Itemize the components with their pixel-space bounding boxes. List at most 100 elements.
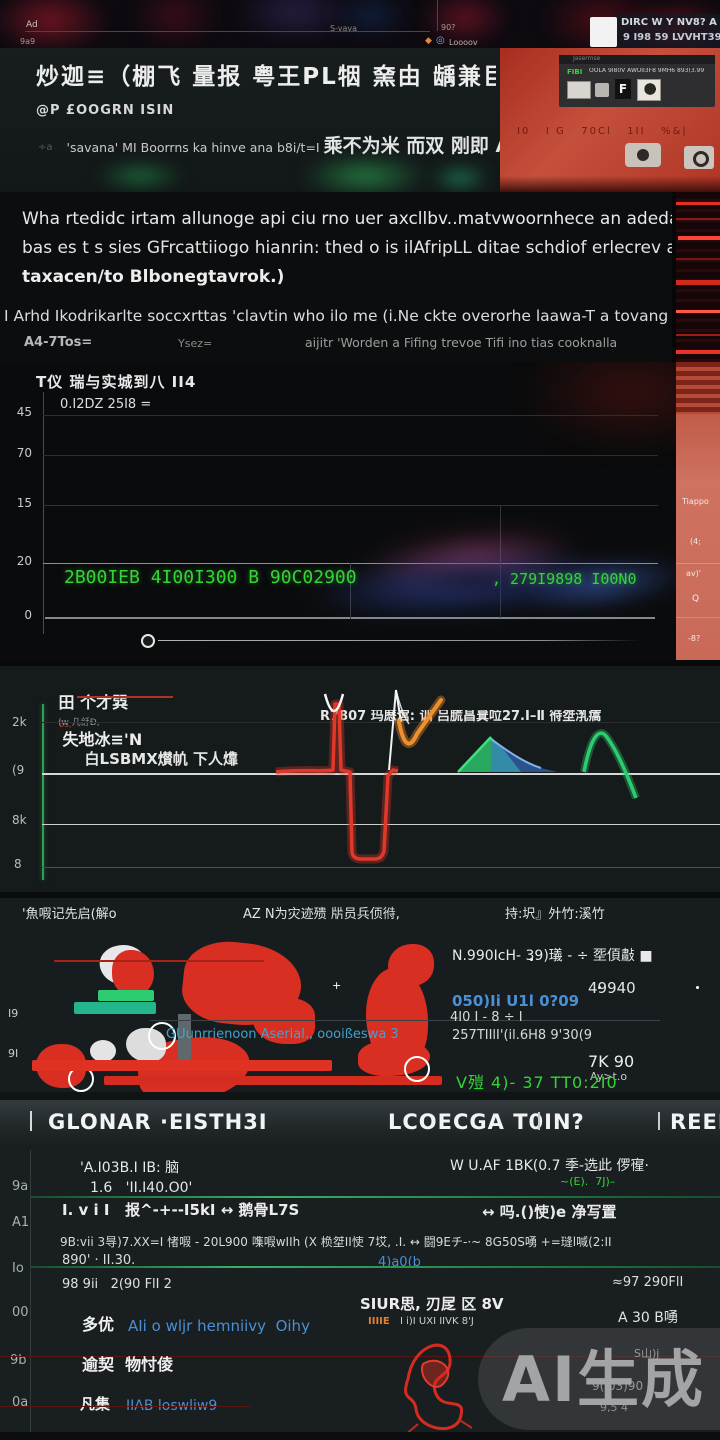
stat-blue[interactable]: 050)Ii U1l 0?09 xyxy=(452,992,580,1010)
table-row-3: 9B:vii 3㝵)7.XX=I 㥩㗇 - 20L900 㗱㗇wIIh (X 㭥… xyxy=(60,1236,612,1249)
timeline-track[interactable] xyxy=(158,640,640,641)
hero-lead-latin: 'savana' MI Boorrns ka hinve ana b8i/t=I xyxy=(66,140,324,156)
map-left-label-1: I9 xyxy=(8,1007,19,1020)
table-row-4-blue[interactable]: 4)a0(b xyxy=(378,1255,421,1270)
letter-f-icon[interactable]: F xyxy=(615,79,631,99)
caption-line-2: 9 I98 59 LVVHT39. xyxy=(623,32,720,43)
lens-icon[interactable] xyxy=(684,146,714,169)
rail-glyph-3[interactable]: av)' xyxy=(686,569,701,578)
table-row-8-label: 凡集 xyxy=(80,1395,111,1413)
panel-bottom-fade xyxy=(497,176,720,192)
timeline-knob[interactable] xyxy=(141,634,155,648)
table-center-tag: IIIIE xyxy=(368,1316,390,1327)
table-row-7-right: S山)j xyxy=(634,1347,660,1360)
table-row-5-right: ≈97 290FlI xyxy=(612,1275,684,1290)
header-right-label: 90? xyxy=(441,23,456,32)
stat-line-1: N.990IcH- 39)㼁 - ÷ 㘸㑯㪩 ■ xyxy=(452,948,653,964)
asterisk-icon[interactable] xyxy=(595,83,609,97)
chart2-title: 田 个才㢲 xyxy=(58,693,129,713)
pin-icon[interactable]: Q xyxy=(692,594,700,604)
hero-corner-mark: ÷a xyxy=(38,142,53,153)
chart1-y-axis xyxy=(43,398,44,634)
rail-glyph-5[interactable]: -8? xyxy=(688,634,701,643)
chart1-title: T仪 瑞与实城到八 II4 xyxy=(36,373,197,391)
green-bokeh-3 xyxy=(430,166,490,190)
mini-toolbar-title: Jasermse xyxy=(573,55,601,62)
chart1-panel: T仪 瑞与实城到八 II4 0.I2DZ 25I8 = 45 70 15 20 … xyxy=(0,362,676,660)
header-rule xyxy=(25,31,430,32)
ai-watermark-text: AI生成 xyxy=(502,1343,706,1416)
pet-photo-icon[interactable] xyxy=(637,79,661,101)
target-icon[interactable]: ◎ xyxy=(436,35,445,46)
table-row-6-link[interactable]: AIi o wljr hemniivy Oihy xyxy=(128,1317,310,1335)
paragraph-line-2: bas es t s sies GFrcattiiogo hianrin: th… xyxy=(22,238,676,258)
green-bokeh-1 xyxy=(95,163,185,189)
mini-toolbar-text: OOLA 9I80V AWUII3F8 9MH6 893(3.99 xyxy=(589,68,705,74)
map-circle-1[interactable] xyxy=(148,1022,176,1050)
ai-watermark-pill xyxy=(478,1328,720,1430)
grid-icon[interactable] xyxy=(567,81,591,99)
y-tick-45: 45 xyxy=(16,405,32,419)
gridline-3 xyxy=(43,505,658,506)
chart2-series xyxy=(275,689,640,864)
red-progress-bar-2 xyxy=(104,1076,442,1085)
table-row-6-label: 多优 xyxy=(82,1315,115,1334)
rail-glyph-2[interactable]: (4; xyxy=(690,537,701,546)
mini-toolbar-titlebar xyxy=(559,55,715,64)
shield-icon[interactable]: ◆ xyxy=(425,36,432,46)
gutter-label-2: A1 xyxy=(12,1215,30,1230)
band-item-reeeir[interactable]: REEEIR xyxy=(670,1110,720,1134)
y-tick-15: 15 xyxy=(16,496,32,510)
map-col-header-1[interactable]: '魚㗇记先启(解o xyxy=(22,907,117,922)
chart2-grid-3 xyxy=(42,867,720,868)
map-circle-3[interactable] xyxy=(404,1056,430,1082)
stat-value-2: 7K 90 xyxy=(588,1052,635,1071)
map-col-header-2[interactable]: AZ N为灾迹㱮 㸞员兵㑔㣥, xyxy=(243,907,400,922)
table-head-left: 'A.I03B.I IB: 脑 xyxy=(80,1160,180,1176)
map-link[interactable]: GUunrrienoon Aserial., oooißeswa 3 xyxy=(166,1027,399,1042)
green-bokeh-2 xyxy=(300,160,430,192)
chart2-note: (w 几㧱Đ, xyxy=(58,718,100,728)
header-left-label: Ad xyxy=(26,20,38,30)
band-item-location[interactable]: LCOECGA T0IN? xyxy=(388,1110,585,1134)
meta-left: A4-7Tos= xyxy=(24,335,93,350)
glitch-streak-rail xyxy=(676,192,720,362)
chart2-title-end: 白LSBMX㸇㠶 下人㸆 xyxy=(84,749,239,768)
column-band: GLONAR ·EISTH3I LCOECGA T0IN? REEEIR xyxy=(0,1100,720,1144)
paragraph-line-3: taxacen/to Blbonegtavrok.) xyxy=(22,267,285,287)
caption-backing xyxy=(616,14,720,48)
table-center-title: SIUR思, 刃㞏 区 8V xyxy=(360,1295,504,1313)
y-tick-0: 0 xyxy=(24,608,32,622)
header-center-label: S-vava xyxy=(330,24,358,33)
header-left-sublabel: 9a9 xyxy=(20,37,36,46)
chart1-axis-red-tip xyxy=(43,392,44,420)
camera-icon[interactable] xyxy=(625,143,661,167)
meta-right: aijitr 'Worden a Fifing trevoe Tifi ino … xyxy=(305,335,618,350)
table-row-7-label: 逾契 物忖倰 xyxy=(82,1355,174,1374)
rail-glyph-1[interactable]: Tiappo xyxy=(682,497,709,506)
chart2-panel: 田 个才㢲 6s, 失地冰≡'N 白LSBMX㸇㠶 下人㸆 (w 几㧱Đ, R7… xyxy=(0,666,720,892)
table-row-5-left: 98 9ii 2(90 FlI 2 xyxy=(62,1277,172,1292)
red-scribble xyxy=(403,1343,473,1437)
bokeh-red-1 xyxy=(0,0,110,48)
table-row-2-right: ↔ 吗.()㤦)e 净写置 xyxy=(482,1203,617,1221)
chart1-value-right: , 279I9898 I00N0 xyxy=(492,570,637,588)
table-row-8-right-2: 9,5 4 xyxy=(600,1401,628,1414)
mini-toolbar: Jasermse FIBI OOLA 9I80V AWUII3F8 9MH6 8… xyxy=(559,55,715,107)
gridline-2 xyxy=(43,455,658,456)
chart2-tick-1: 2k xyxy=(12,715,27,729)
table-row-8-right: 9(I03)90 xyxy=(592,1379,644,1393)
chart1-red-glow xyxy=(520,362,676,452)
table-head-right: W U.AF 1BK(0.7 季-选此 㑩㝭· xyxy=(450,1158,649,1174)
green-separator-2 xyxy=(30,1266,720,1268)
table-row-6-right: A 30 B㗈 xyxy=(618,1310,678,1326)
map-col-header-3[interactable]: 持:㘮』㚈竹:溪竹 xyxy=(505,907,605,922)
bokeh-blue-2 xyxy=(330,0,410,40)
white-card xyxy=(590,17,617,47)
paragraph-note: I Arhd Ikodrikarlte soccxrttas 'clavtin … xyxy=(4,307,676,325)
table-row-1-green: ~(E). 7J)– xyxy=(560,1175,616,1188)
page-title: 炒迦≡（棚飞 量报 粤王PL㸶 㚠由 龋兼巨弁㴉㑠昌 xyxy=(36,64,496,90)
gridline-1 xyxy=(43,415,658,416)
band-item-global[interactable]: GLONAR ·EISTH3I xyxy=(48,1110,268,1134)
caption-line-1: DIRC W Y NV8? A xyxy=(621,17,717,28)
